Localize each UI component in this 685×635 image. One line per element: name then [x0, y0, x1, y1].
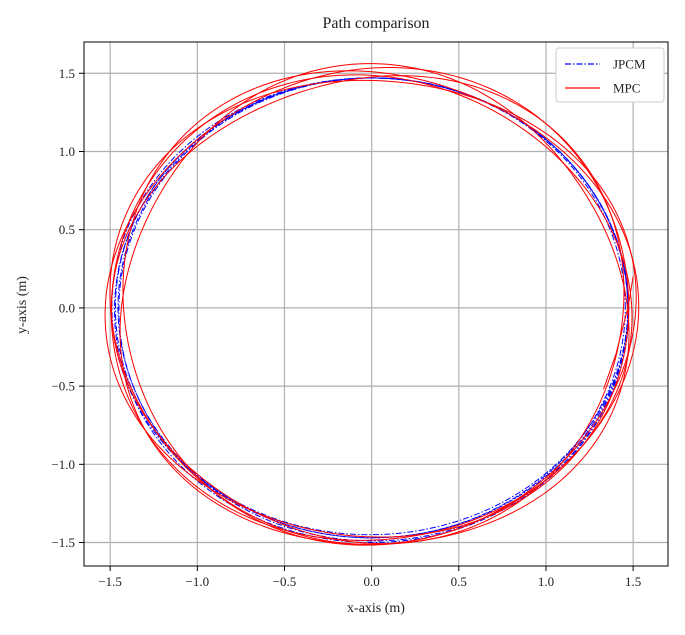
x-axis-label: x-axis (m)	[347, 601, 405, 616]
plot-frame	[84, 42, 668, 566]
mpc-path-loop	[119, 63, 630, 545]
y-tick-label: −1.5	[51, 535, 75, 550]
mpc-path-loop	[122, 70, 640, 546]
jpcm-path-loop	[117, 77, 626, 539]
y-tick-label: −1.0	[51, 457, 75, 472]
plot-border	[83, 41, 669, 567]
x-tick-label: 1.5	[625, 574, 641, 589]
x-tick-label: 0.0	[364, 574, 380, 589]
x-ticks: −1.5 −1.0 −0.5 0.0 0.5 1.0 1.5	[98, 566, 641, 589]
legend: JPCM MPC	[555, 47, 665, 103]
y-tick-label: 1.0	[59, 144, 75, 159]
x-tick-label: −1.5	[98, 574, 122, 589]
legend-mpc-label: MPC	[613, 81, 640, 96]
plot-area: −1.5 −1.0 −0.5 0.0 0.5 1.0 1.5 −1.5 −1.0 −0.5 0.0…	[51, 41, 669, 589]
y-tick-label: 1.5	[59, 66, 75, 81]
x-tick-label: −1.0	[186, 574, 210, 589]
mpc-path-segment	[603, 276, 634, 390]
mpc-path-loop	[111, 75, 625, 545]
legend-jpcm-label: JPCM	[613, 57, 646, 72]
y-axis-label: y-axis (m)	[15, 276, 30, 334]
y-tick-label: 0.5	[59, 222, 75, 237]
x-tick-label: 0.5	[451, 574, 467, 589]
y-ticks: −1.5 −1.0 −0.5 0.0 0.5 1.0 1.5	[51, 66, 84, 550]
legend-box	[555, 47, 665, 103]
x-tick-label: 1.0	[538, 574, 554, 589]
x-tick-label: −0.5	[273, 574, 297, 589]
chart-title: Path comparison	[322, 15, 429, 32]
mpc-path-loop	[109, 79, 637, 545]
series-layer	[104, 63, 640, 546]
jpcm-path-loop	[114, 77, 629, 539]
y-tick-label: 0.0	[59, 300, 75, 315]
mpc-path-loop	[104, 67, 630, 538]
y-tick-label: −0.5	[51, 379, 75, 394]
